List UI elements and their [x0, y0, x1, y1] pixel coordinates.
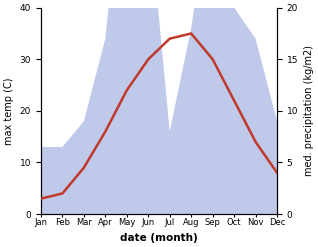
Y-axis label: max temp (C): max temp (C) — [4, 77, 14, 145]
Y-axis label: med. precipitation (kg/m2): med. precipitation (kg/m2) — [304, 45, 314, 176]
X-axis label: date (month): date (month) — [120, 233, 198, 243]
